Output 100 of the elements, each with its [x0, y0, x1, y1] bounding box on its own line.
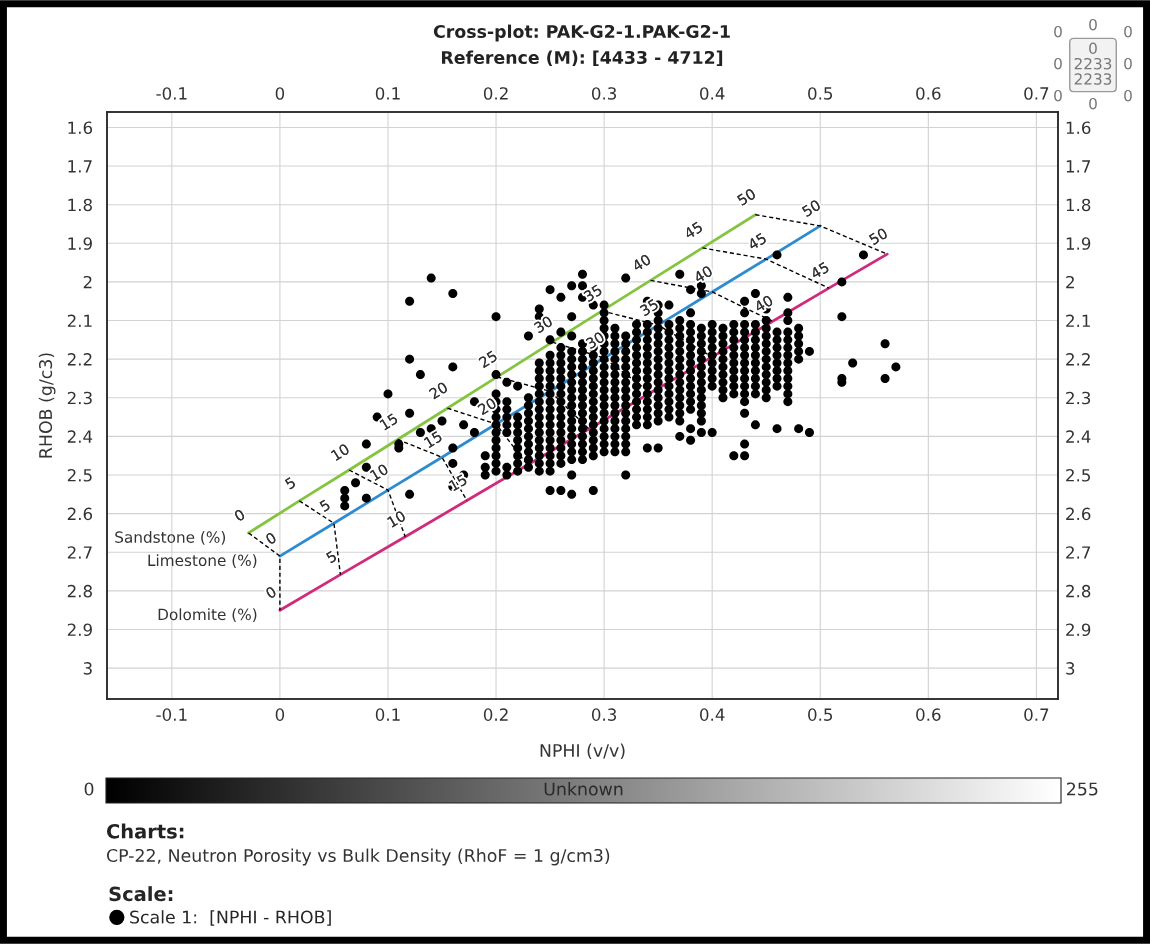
x-tick-label: 0: [275, 708, 285, 721]
y-tick-label: 2.7: [67, 546, 92, 559]
y2-tick-label: 1.9: [1066, 237, 1091, 250]
text: Charts:: [106, 823, 184, 839]
color-bar-label: 0: [84, 782, 94, 796]
annotation: 20: [428, 381, 449, 400]
y-tick-label: 1.6: [68, 121, 93, 135]
annotation: 25: [478, 350, 498, 369]
y2-tick-label: 2.3: [1066, 391, 1091, 405]
annotation: 50: [801, 199, 822, 218]
color-bar-title: Unknown: [544, 782, 623, 796]
series-label: Sandstone (%): [115, 531, 226, 545]
text: 2233 2233: [1074, 57, 1112, 85]
annotation: 5: [325, 550, 338, 564]
text: 0: [1089, 97, 1097, 110]
x2-tick-label: 0.5: [808, 87, 833, 100]
y2-tick-label: 2.6: [1066, 507, 1091, 521]
line-series: [278, 252, 889, 612]
annotation: 20: [477, 397, 498, 416]
y2-tick-label: 2.2: [1066, 353, 1090, 366]
annotation: 40: [753, 294, 774, 313]
y-tick-label: 2.1: [67, 314, 92, 327]
y-axis-title: RHOB (g/c3): [38, 353, 56, 458]
y2-tick-label: 3: [1066, 662, 1075, 675]
legend-title: Scale:: [109, 886, 173, 902]
x2-tick-label: 0.1: [375, 87, 400, 100]
x-tick-label: 0.2: [483, 708, 508, 721]
y-tick-label: 2.4: [67, 430, 93, 443]
y-tick-label: 2.2: [67, 353, 92, 366]
annotation: 45: [747, 232, 767, 251]
y-tick-label: 3: [83, 662, 92, 675]
text: 0: [1054, 89, 1062, 102]
legend-label: Scale 1: [NPHI - RHOB]: [130, 910, 331, 926]
annotation: 5: [319, 499, 331, 513]
y2-tick-label: 2.5: [1066, 468, 1090, 482]
y2-tick-label: 2: [1066, 275, 1074, 289]
series-label: Limestone (%): [148, 554, 257, 568]
y-tick-label: 2.9: [67, 623, 92, 637]
y2-tick-label: 2.7: [1066, 546, 1091, 559]
text: CP-22, Neutron Porosity vs Bulk Density (RhoF = 1 g/cm3): [106, 848, 610, 866]
y2-tick-label: 2.4: [1066, 430, 1091, 443]
x2-tick-label: 0.4: [700, 87, 725, 100]
annotation: 0: [233, 508, 246, 522]
annotation: 15: [448, 474, 468, 492]
y-tick-label: 2.3: [67, 391, 92, 405]
annotation: 40: [692, 265, 714, 284]
x-tick-label: 0.6: [916, 708, 941, 721]
y-tick-label: 2.5: [67, 468, 92, 482]
annotation: 0: [264, 585, 277, 600]
annotation: 10: [330, 443, 351, 461]
x-tick-label: 0.5: [808, 708, 833, 721]
x-tick-label: 0.4: [700, 708, 725, 721]
text: 0: [1124, 25, 1132, 38]
x-axis-title: NPHI (v/v): [540, 743, 625, 760]
x-tick-label: 0.3: [591, 708, 617, 721]
x2-tick-label: 0.2: [483, 87, 508, 100]
x-tick-label: 0.7: [1024, 708, 1049, 721]
y2-tick-label: 2.8: [1066, 584, 1091, 598]
y-tick-label: 1.7: [68, 160, 92, 173]
y-tick-label: 2.8: [67, 584, 92, 598]
y2-tick-label: 2.9: [1066, 623, 1091, 637]
text: 0: [1124, 57, 1132, 70]
y2-tick-label: 1.6: [1066, 121, 1091, 135]
y-tick-label: 1.9: [68, 237, 92, 250]
annotation: 10: [369, 463, 389, 482]
y2-tick-label: 1.7: [1066, 160, 1091, 173]
annotation: 30: [533, 315, 554, 334]
x2-tick-label: 0.6: [916, 87, 941, 100]
x2-tick-label: 0: [275, 87, 285, 100]
annotation: 0: [264, 531, 277, 545]
text: 0: [1124, 89, 1132, 102]
text: 0: [1089, 18, 1097, 31]
annotation: 15: [423, 430, 443, 449]
series-label: Dolomite (%): [158, 608, 257, 622]
chart-subtitle: Reference (M): [4433 - 4712]: [441, 50, 723, 67]
annotation: 45: [683, 221, 704, 240]
x2-tick-label: -0.1: [156, 87, 187, 100]
text: 0: [1054, 25, 1062, 38]
y-tick-label: 2.6: [67, 507, 93, 521]
annotation: 40: [631, 253, 652, 272]
annotation: 10: [386, 510, 407, 528]
annotation: 50: [736, 187, 757, 206]
annotation: 5: [284, 476, 297, 490]
text: 0: [1054, 57, 1062, 70]
annotation: 35: [639, 298, 659, 317]
y-tick-label: 1.8: [68, 198, 92, 212]
x2-tick-label: 0.3: [591, 87, 617, 100]
annotation: 35: [583, 284, 603, 303]
x-tick-label: -0.1: [156, 708, 187, 721]
x-tick-label: 0.1: [375, 708, 400, 721]
annotation: 45: [809, 261, 830, 280]
y2-tick-label: 1.8: [1066, 198, 1091, 212]
annotation: 50: [868, 227, 889, 246]
annotation: 30: [585, 331, 606, 350]
chart-title: Cross-plot: PAK-G2-1.PAK-G2-1: [433, 24, 730, 42]
y2-tick-label: 2.1: [1066, 314, 1090, 327]
text: 0: [1089, 42, 1097, 55]
y-tick-label: 2: [83, 275, 92, 289]
x2-tick-label: 0.7: [1024, 87, 1049, 100]
annotation: 15: [379, 412, 399, 431]
